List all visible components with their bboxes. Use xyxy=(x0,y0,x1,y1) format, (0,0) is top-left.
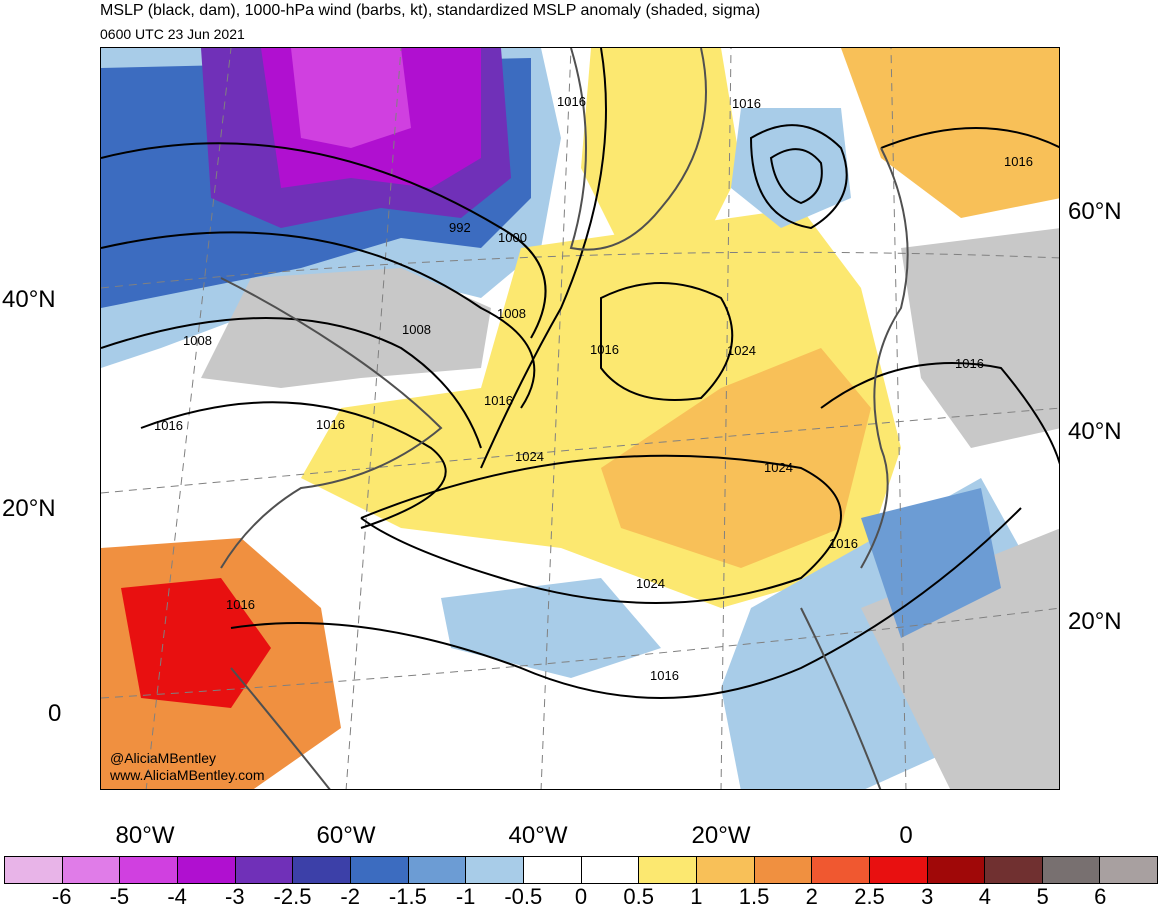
contour-label: 1008 xyxy=(497,306,526,321)
colorbar-swatch xyxy=(350,857,409,883)
lon-label: 80°W xyxy=(115,822,175,849)
colorbar-tick-label: 3 xyxy=(921,884,934,909)
contour-label: 1000 xyxy=(498,230,527,245)
colorbar-swatch xyxy=(581,857,640,883)
colorbar-swatch xyxy=(466,857,524,883)
lon-label: 20°W xyxy=(691,822,751,849)
colorbar-tick-label: 1.5 xyxy=(738,884,770,909)
colorbar-swatch xyxy=(927,857,986,883)
gray-europe-region xyxy=(901,228,1059,448)
lat-label-right: 40°N xyxy=(1068,418,1122,445)
lat-label-right: 20°N xyxy=(1068,608,1122,635)
colorbar-tick-label: 0 xyxy=(574,884,588,909)
colorbar-swatch xyxy=(696,857,755,883)
isobars xyxy=(101,48,1059,699)
colorbar-tick-label: -0.5 xyxy=(504,884,543,909)
contour-label: 1016 xyxy=(650,668,679,683)
contour-label: 992 xyxy=(449,220,471,235)
contour-label: 1024 xyxy=(636,576,665,591)
sahara-strong-negative xyxy=(861,488,1001,638)
colorbar-tick-label: -2.5 xyxy=(273,884,312,909)
contour-label: 1016 xyxy=(732,96,761,111)
contour-label: 1008 xyxy=(402,322,431,337)
colorbar-tick-label: -6 xyxy=(51,884,72,909)
lon-label: 60°W xyxy=(316,822,376,849)
colorbar-swatch xyxy=(120,857,178,883)
colorbar-swatch xyxy=(812,857,870,883)
colorbar-swatch xyxy=(1042,857,1101,883)
colorbar-swatch xyxy=(869,857,928,883)
colorbar-tick-label: 5 xyxy=(1036,884,1049,909)
colorbar-swatch xyxy=(177,857,236,883)
coastlines xyxy=(220,48,909,789)
colorbar-tick-label: 2.5 xyxy=(854,884,885,909)
colorbar-swatch xyxy=(1100,857,1158,883)
contour-label: 1016 xyxy=(955,356,984,371)
credit-handle: @AliciaMBentley xyxy=(110,750,217,766)
caribbean-strong-region xyxy=(121,578,271,708)
colorbar-swatch xyxy=(639,857,697,883)
colorbar-tick-label: -4 xyxy=(167,884,187,909)
colorbar-swatch xyxy=(523,857,582,883)
colorbar-tick-label: -1.5 xyxy=(388,884,427,909)
colorbar-swatch xyxy=(754,857,813,883)
contour-label: 1016 xyxy=(316,417,345,432)
scandinavia-positive-region xyxy=(841,48,1059,218)
lat-label-left: 20°N xyxy=(2,495,56,522)
lat-label-left: 0 xyxy=(48,700,62,727)
colorbar-swatch xyxy=(5,857,63,883)
colorbar-swatch xyxy=(985,857,1043,883)
lon-label: 0 xyxy=(899,822,913,849)
greenland-high-region xyxy=(581,48,741,248)
contour-label: 1016 xyxy=(484,393,513,408)
anomaly-shading xyxy=(101,48,1059,789)
map-title: MSLP (black, dam), 1000-hPa wind (barbs,… xyxy=(100,2,761,19)
colorbar xyxy=(4,856,1158,884)
positive-strong-region xyxy=(601,348,871,568)
contour-label: 1016 xyxy=(557,94,586,109)
lat-label-right: 60°N xyxy=(1068,198,1122,225)
contour-label: 1024 xyxy=(727,343,756,358)
colorbar-swatch xyxy=(235,857,294,883)
contour-label: 1008 xyxy=(183,333,212,348)
contour-label: 1024 xyxy=(764,460,793,475)
contour-label: 1016 xyxy=(1004,154,1033,169)
contour-label: 1016 xyxy=(590,342,619,357)
colorbar-tick-label: -2 xyxy=(340,884,360,909)
contour-label: 1016 xyxy=(154,418,183,433)
colorbar-tick-label: 0.5 xyxy=(623,884,654,909)
iceland-low-region xyxy=(731,108,851,228)
colorbar-tick-label: 1 xyxy=(690,884,703,909)
lat-label-left: 40°N xyxy=(2,286,56,313)
contour-label: 1016 xyxy=(226,597,255,612)
lon-label: 40°W xyxy=(508,822,568,849)
colorbar-tick-label: -3 xyxy=(225,884,245,909)
colorbar-tick-label: 2 xyxy=(805,884,818,909)
colorbar-swatch xyxy=(62,857,121,883)
credit-website: www.AliciaMBentley.com xyxy=(110,767,265,783)
contour-label: 1024 xyxy=(515,449,544,464)
tropical-negative-region xyxy=(441,578,661,678)
low-center-region xyxy=(291,48,411,148)
map-svg xyxy=(101,48,1059,789)
colorbar-swatch xyxy=(293,857,351,883)
colorbar-tick-label: 4 xyxy=(978,884,992,909)
colorbar-tick-label: -5 xyxy=(109,884,130,909)
valid-time: 0600 UTC 23 Jun 2021 xyxy=(100,26,245,42)
colorbar-tick-label: 6 xyxy=(1094,884,1107,909)
contour-label: 1016 xyxy=(829,536,858,551)
colorbar-tick-label: -1 xyxy=(455,884,476,909)
map-panel xyxy=(100,47,1060,790)
colorbar-swatch xyxy=(408,857,467,883)
